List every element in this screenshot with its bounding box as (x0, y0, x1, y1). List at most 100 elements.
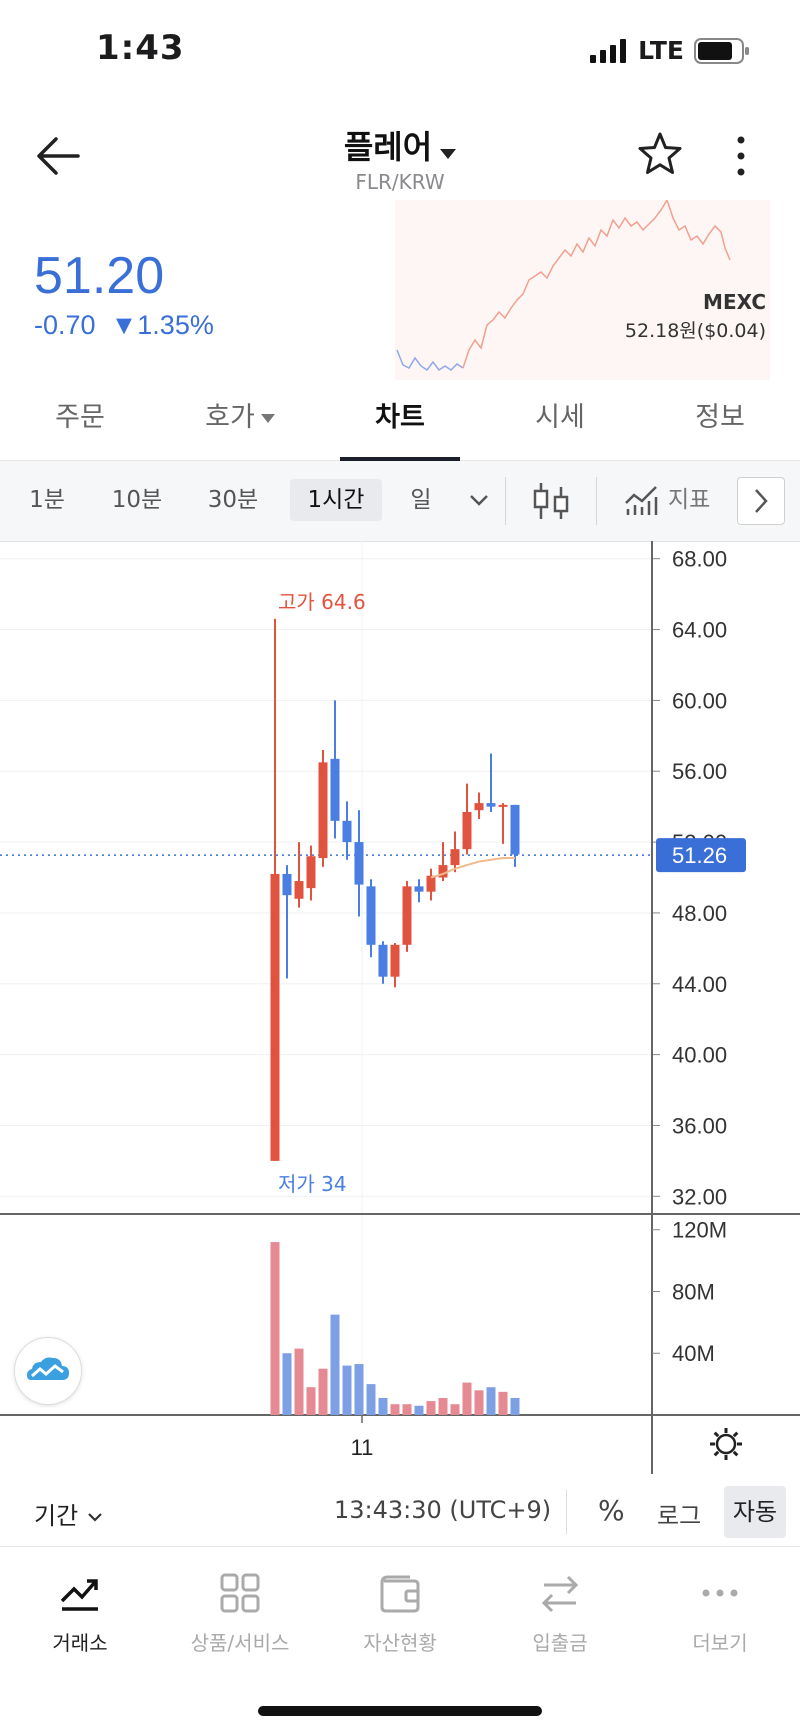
volume-bar (366, 1384, 376, 1415)
y-tick-label: 48.00 (672, 901, 727, 926)
candlestick-chart[interactable]: 68.0064.0060.0056.0052.0048.0044.0040.00… (0, 541, 800, 1474)
volume-bar (438, 1398, 448, 1415)
trend-icon (60, 1579, 98, 1611)
low-label: 저가 34 (278, 1172, 347, 1196)
price-change: -0.70 ▼1.35% (34, 310, 214, 341)
chart-clock: 13:43:30 (UTC+9) (334, 1496, 552, 1524)
wallet-icon (380, 1575, 420, 1613)
change-percent: ▼1.35% (110, 310, 214, 340)
volume-bar (282, 1353, 292, 1415)
candle-body (282, 873, 292, 896)
y-tick-label: 68.00 (672, 547, 727, 572)
caret-down-icon[interactable] (260, 414, 275, 423)
chevron-right-icon[interactable] (738, 478, 784, 524)
more-icon (702, 1589, 738, 1597)
candle-body (474, 803, 484, 811)
tab-chart[interactable]: 차트 (320, 378, 480, 462)
candle-body (318, 762, 328, 859)
coin-selector[interactable]: 플레어 FLR/KRW (0, 122, 800, 194)
y-tick-label: 64.00 (672, 618, 727, 643)
candle-body (510, 804, 520, 855)
volume-bar (426, 1401, 436, 1415)
volume-bar (330, 1314, 340, 1415)
volume-tick-label: 80M (672, 1279, 715, 1304)
transfer-icon (541, 1575, 579, 1613)
caret-down-icon[interactable] (440, 148, 457, 159)
exchange-price: 52.18원($0.04) (624, 320, 766, 342)
volume-bar (486, 1387, 496, 1415)
tab-market[interactable]: 시세 (535, 402, 585, 433)
candle-body (438, 865, 448, 878)
current-price: 51.20 (34, 247, 165, 305)
more-vertical-icon[interactable] (726, 132, 756, 180)
mini-price-chart[interactable] (395, 200, 770, 380)
cloud-chart-icon (27, 1357, 69, 1380)
volume-bar (474, 1390, 484, 1415)
status-indicators: LTE (590, 36, 750, 65)
candle-body (330, 758, 340, 821)
chevron-down-icon[interactable] (468, 491, 490, 509)
candle-body (462, 811, 472, 850)
candle-body (414, 886, 424, 892)
candlestick-icon[interactable] (530, 481, 574, 521)
tab-order[interactable]: 주문 (55, 402, 105, 433)
candle-body (426, 875, 436, 892)
volume-bar (498, 1391, 508, 1415)
volume-bar (414, 1405, 424, 1415)
volume-bar (402, 1404, 412, 1415)
bottom-nav: 거래소 상품/서비스 자산현황 입출금 더보기 (0, 1546, 800, 1733)
volume-bar (354, 1364, 364, 1415)
moving-average-line (430, 857, 515, 879)
interval-1m[interactable]: 1분 (29, 487, 65, 513)
interval-1h[interactable]: 1시간 (290, 479, 382, 521)
interval-day[interactable]: 일 (410, 487, 432, 513)
signal-icon (590, 38, 627, 63)
exchange-name: MEXC (703, 290, 766, 314)
home-indicator (258, 1706, 542, 1716)
indicator-icon[interactable] (624, 485, 658, 517)
y-tick-label: 40.00 (672, 1043, 727, 1068)
nav-assets[interactable]: 자산현황 (320, 1569, 480, 1656)
nav-products[interactable]: 상품/서비스 (160, 1569, 320, 1656)
status-time: 1:43 (96, 28, 185, 68)
change-amount: -0.70 (34, 310, 96, 340)
next-button[interactable] (737, 477, 785, 525)
auto-toggle[interactable]: 자동 (724, 1486, 786, 1538)
coin-name[interactable]: 플레어 (343, 128, 433, 166)
volume-tick-label: 40M (672, 1341, 715, 1366)
nav-more[interactable]: 더보기 (640, 1569, 800, 1656)
log-toggle[interactable]: 로그 (657, 1502, 702, 1530)
interval-toolbar: 1분 10분 30분 1시간 일 지표 (0, 461, 800, 542)
indicator-label[interactable]: 지표 (668, 487, 711, 513)
candle-body (402, 886, 412, 945)
y-tick-label: 32.00 (672, 1184, 727, 1209)
battery-icon (694, 37, 749, 64)
settings-gear-icon[interactable] (710, 1428, 742, 1460)
tradingview-button[interactable] (14, 1337, 82, 1405)
volume-tick-label: 120M (672, 1218, 727, 1243)
candle-body (306, 856, 316, 889)
candle-body (390, 944, 400, 977)
favorite-star-icon[interactable] (636, 130, 684, 178)
volume-bar (390, 1404, 400, 1415)
period-selector[interactable]: 기간 (34, 1496, 104, 1531)
pair-label: FLR/KRW (355, 170, 445, 194)
interval-10m[interactable]: 10분 (111, 487, 163, 513)
back-arrow-icon[interactable] (30, 128, 86, 184)
interval-30m[interactable]: 30분 (207, 487, 259, 513)
tab-orderbook[interactable]: 호가 (160, 378, 320, 460)
candle-body (342, 820, 352, 843)
tab-info[interactable]: 정보 (695, 402, 745, 433)
nav-transfer[interactable]: 입출금 (480, 1569, 640, 1656)
volume-bar (462, 1382, 472, 1415)
chevron-down-icon[interactable] (86, 1510, 104, 1524)
volume-bar (342, 1365, 352, 1415)
grid-icon (220, 1573, 260, 1613)
price-tag-label: 51.26 (672, 843, 727, 868)
percent-toggle[interactable]: % (598, 1494, 625, 1527)
volume-bar (510, 1398, 520, 1415)
volume-bar (450, 1404, 460, 1415)
candle-body (366, 886, 376, 945)
nav-exchange[interactable]: 거래소 (0, 1569, 160, 1656)
volume-bar (294, 1348, 304, 1415)
